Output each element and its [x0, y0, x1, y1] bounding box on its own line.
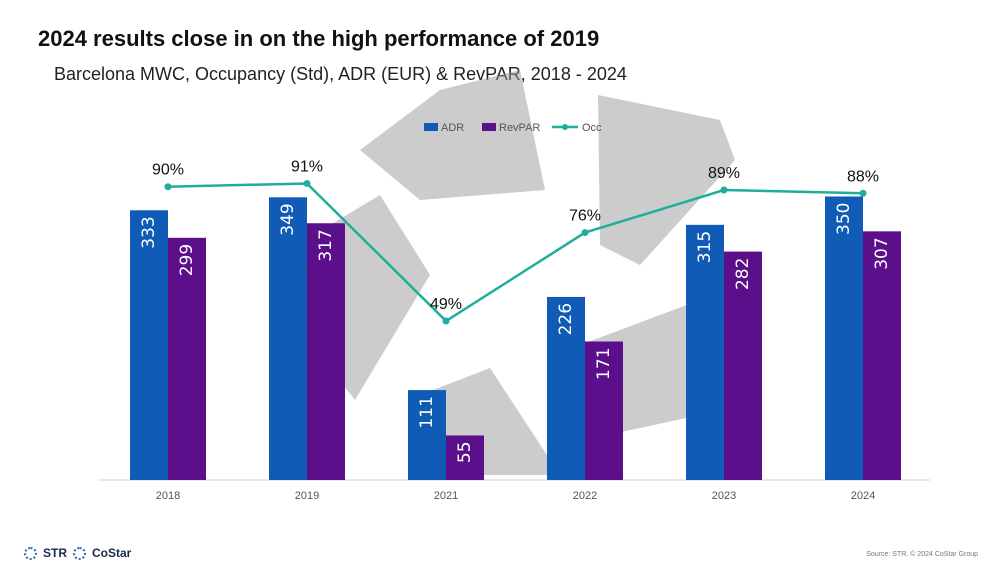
legend-swatch-adr: [424, 123, 438, 131]
bars-group: 333 299 349 317 111 55 226 171 315 282 350 307: [130, 196, 901, 481]
adr-bar-2021: [408, 390, 446, 480]
revpar-bar-2022: [585, 341, 623, 480]
revpar-bar-2019: [307, 223, 345, 481]
adr-bar-2024: [825, 196, 863, 480]
adr-value-label-2022: 226: [556, 303, 576, 335]
x-tick-label-2021: 2021: [434, 490, 458, 502]
legend-swatch-revpar: [482, 123, 496, 131]
revpar-bar-2018: [168, 237, 206, 480]
chart-title: 2024 results close in on the high perfor…: [38, 26, 600, 51]
legend: ADR RevPAR Occ: [424, 122, 602, 134]
x-axis-labels: 2018 2019 2021 2022 2023 2024: [156, 490, 875, 502]
revpar-value-label-2023: 282: [733, 258, 753, 290]
adr-value-label-2021: 111: [417, 396, 437, 428]
occupancy-label-2021: 49%: [430, 296, 462, 313]
source-note: Source: STR. © 2024 CoStar Group: [866, 551, 978, 558]
revpar-value-label-2021: 55: [455, 441, 475, 463]
occupancy-point-2022: [581, 229, 589, 237]
adr-value-label-2023: 315: [695, 231, 715, 263]
adr-bar-2019: [269, 197, 307, 480]
occupancy-point-2023: [720, 186, 728, 194]
revpar-bar-2023: [724, 251, 762, 480]
revpar-bar-2024: [863, 231, 901, 480]
occupancy-point-2021: [442, 317, 450, 325]
occupancy-point-2018: [164, 183, 172, 191]
x-tick-label-2023: 2023: [712, 490, 736, 502]
revpar-value-label-2018: 299: [177, 244, 197, 276]
x-tick-label-2019: 2019: [295, 490, 319, 502]
occupancy-label-2018: 90%: [152, 162, 184, 179]
legend-label-adr: ADR: [441, 122, 464, 134]
revpar-value-label-2024: 307: [872, 237, 892, 269]
adr-value-label-2018: 333: [139, 216, 159, 248]
legend-label-occ: Occ: [582, 122, 602, 134]
x-tick-label-2022: 2022: [573, 490, 597, 502]
costar-logo-icon: [73, 546, 86, 560]
revpar-value-label-2022: 171: [594, 347, 614, 379]
occupancy-label-2022: 76%: [569, 208, 601, 225]
x-tick-label-2018: 2018: [156, 490, 180, 502]
adr-bar-2022: [547, 296, 585, 480]
str-logo-icon: [24, 546, 37, 560]
occupancy-label-2024: 88%: [847, 168, 879, 185]
revpar-bar-2021: [446, 435, 484, 480]
x-tick-label-2024: 2024: [851, 490, 875, 502]
legend-label-revpar: RevPAR: [499, 122, 540, 134]
revpar-value-label-2019: 317: [316, 229, 336, 261]
footer-logos: STR CoStar: [24, 546, 131, 560]
occupancy-line: [167, 182, 864, 323]
costar-logo-text: CoStar: [92, 546, 132, 560]
occupancy-label-2019: 91%: [291, 158, 323, 175]
occupancy-label-2023: 89%: [708, 165, 740, 182]
adr-value-label-2024: 350: [834, 203, 854, 235]
adr-value-label-2019: 349: [278, 203, 298, 235]
adr-bar-2018: [130, 210, 168, 480]
occupancy-point-2019: [303, 179, 311, 187]
legend-marker-occ: [562, 124, 568, 130]
chart-subtitle: Barcelona MWC, Occupancy (Std), ADR (EUR…: [54, 64, 627, 84]
occupancy-point-2024: [859, 189, 867, 197]
occupancy-line-group: 90% 91% 49% 76% 89% 88%: [152, 158, 879, 325]
adr-bar-2023: [686, 224, 724, 480]
str-logo-text: STR: [43, 546, 67, 560]
